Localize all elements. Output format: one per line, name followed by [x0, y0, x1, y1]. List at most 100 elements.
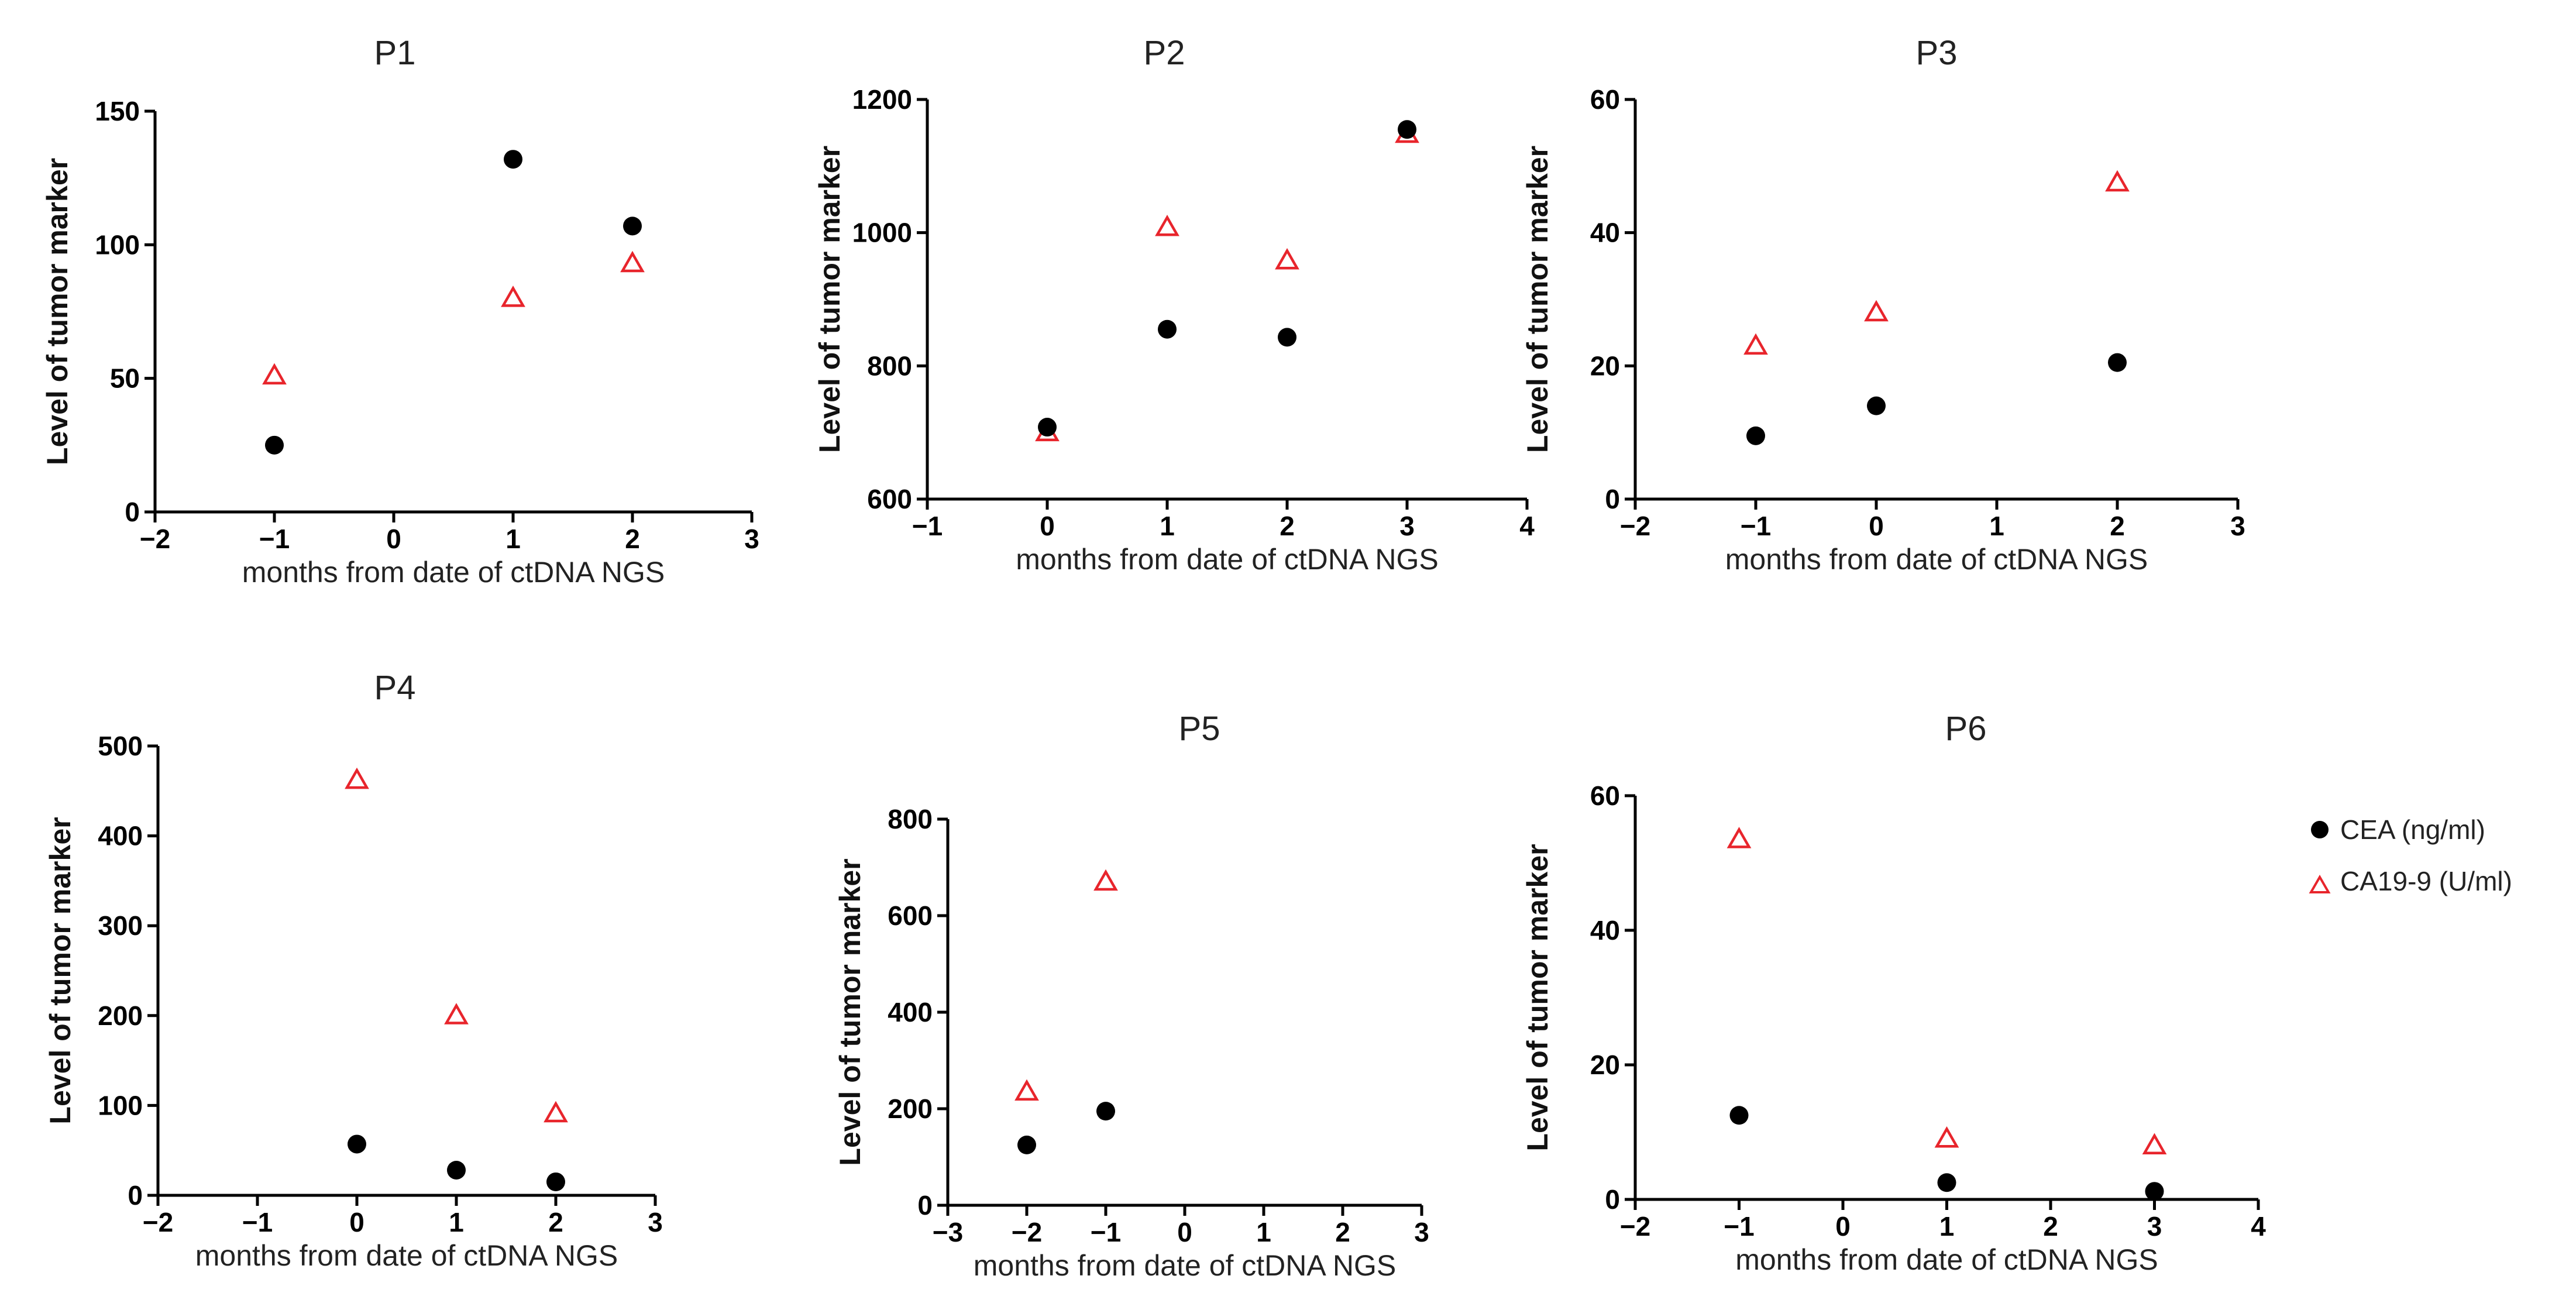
y-tick-label: 500	[98, 731, 143, 761]
ca199-point	[2105, 170, 2130, 192]
y-tick-label: 20	[1590, 1050, 1620, 1080]
ca199-point	[1014, 1079, 1039, 1101]
x-tick-label: 1	[1160, 511, 1175, 541]
x-tick-label: 0	[1040, 511, 1055, 541]
x-tick-label: 2	[1280, 511, 1295, 541]
y-axis-label: Level of tumor marker	[44, 817, 77, 1124]
y-tick-label: 100	[95, 229, 140, 260]
y-tick-label: 20	[1590, 350, 1620, 381]
cea-point	[623, 216, 642, 236]
x-tick-label: 4	[2251, 1211, 2266, 1242]
x-axis-label: months from date of ctDNA NGS	[195, 1239, 618, 1272]
cea-point	[1158, 319, 1177, 339]
x-tick-label: 1	[1256, 1217, 1271, 1247]
y-tick-label: 400	[888, 997, 933, 1027]
x-tick-label: −1	[242, 1207, 273, 1237]
x-tick-label: −1	[1741, 511, 1771, 541]
y-tick-label: 0	[128, 1180, 143, 1211]
chart-title: P2	[1144, 34, 1185, 72]
y-tick-label: 600	[867, 484, 912, 514]
chart-title: P5	[1179, 710, 1220, 748]
x-tick-label: 3	[1414, 1217, 1429, 1247]
x-tick-label: 4	[1519, 511, 1535, 541]
x-axis-label: months from date of ctDNA NGS	[242, 556, 665, 589]
y-axis-label: Level of tumor marker	[1521, 146, 1554, 453]
x-tick-label: 1	[1939, 1211, 1955, 1242]
ca199-point	[1743, 333, 1768, 355]
chart-title: P6	[1945, 710, 1987, 748]
chart-title: P1	[374, 34, 416, 72]
ca199-point	[345, 767, 369, 789]
ca199-point	[1864, 300, 1889, 322]
x-tick-label: −3	[933, 1217, 963, 1247]
x-tick-label: 3	[2147, 1211, 2162, 1242]
y-tick-label: 400	[98, 821, 143, 851]
x-tick-label: −1	[912, 511, 943, 541]
x-tick-label: 1	[449, 1207, 464, 1237]
cea-point	[546, 1172, 565, 1191]
cea-point	[348, 1134, 366, 1154]
legend-marker-cea	[2311, 821, 2329, 838]
cea-point	[1398, 120, 1416, 139]
y-tick-label: 1200	[852, 84, 912, 115]
y-tick-label: 300	[98, 910, 143, 941]
x-tick-label: 0	[1835, 1211, 1851, 1242]
x-tick-label: −1	[1724, 1211, 1754, 1242]
y-axis-label: Level of tumor marker	[834, 858, 866, 1165]
x-tick-label: 2	[548, 1207, 563, 1237]
y-tick-label: 40	[1590, 218, 1620, 248]
y-tick-label: 100	[98, 1090, 143, 1120]
y-tick-label: 150	[95, 96, 140, 126]
ca199-point	[2142, 1133, 2167, 1154]
legend-label-cea: CEA (ng/ml)	[2340, 814, 2485, 845]
x-tick-label: −2	[1012, 1217, 1042, 1247]
x-axis-label: months from date of ctDNA NGS	[1725, 543, 2148, 576]
x-tick-label: −2	[1620, 511, 1650, 541]
cea-point	[1746, 426, 1765, 445]
ca199-point	[262, 363, 287, 385]
x-tick-label: 0	[386, 524, 401, 554]
x-tick-label: 0	[1869, 511, 1884, 541]
cea-point	[265, 435, 284, 455]
cea-point	[1278, 328, 1296, 347]
ca199-point	[444, 1003, 469, 1024]
cea-point	[1937, 1173, 1956, 1192]
chart-title: P3	[1916, 34, 1958, 72]
cea-point	[2108, 353, 2127, 372]
ca199-point	[1093, 869, 1118, 891]
y-tick-label: 0	[917, 1190, 933, 1220]
x-tick-label: −2	[1620, 1211, 1650, 1242]
x-tick-label: 2	[1335, 1217, 1350, 1247]
y-tick-label: 200	[888, 1094, 933, 1124]
y-tick-label: 60	[1590, 84, 1620, 115]
x-tick-label: 3	[2230, 511, 2245, 541]
x-tick-label: 2	[2110, 511, 2125, 541]
x-tick-label: 0	[349, 1207, 364, 1237]
y-tick-label: 0	[1605, 1184, 1620, 1215]
ca199-point	[501, 286, 525, 307]
y-tick-label: 0	[1605, 484, 1620, 514]
chart-panel-2: P2 −1 0 1 2 3 4 600 800 1000 1200 months from date …	[813, 34, 1535, 576]
x-tick-label: 2	[625, 524, 640, 554]
ca199-point	[620, 250, 645, 273]
x-axis-label: months from date of ctDNA NGS	[1735, 1243, 2158, 1276]
x-tick-label: 1	[1989, 511, 2004, 541]
chart-panel-1: P1 −2 −1 0 1 2 3 0 50 100 150 months from date of c…	[41, 34, 759, 589]
y-tick-label: 600	[888, 900, 933, 931]
x-tick-label: 2	[2043, 1211, 2058, 1242]
x-tick-label: −2	[143, 1207, 173, 1237]
y-tick-label: 60	[1590, 781, 1620, 811]
chart-panel-4: P4 −2 −1 0 1 2 3 0 100 200 300 400 500 months from da…	[44, 669, 663, 1272]
cea-point	[1038, 418, 1057, 437]
x-axis-label: months from date of ctDNA NGS	[974, 1249, 1397, 1282]
cea-point	[1017, 1135, 1036, 1154]
y-tick-label: 1000	[852, 218, 912, 248]
y-axis-label: Level of tumor marker	[813, 146, 846, 453]
x-tick-label: 0	[1177, 1217, 1192, 1247]
y-tick-label: 0	[125, 497, 140, 527]
y-tick-label: 800	[867, 350, 912, 381]
x-tick-label: 1	[505, 524, 521, 554]
